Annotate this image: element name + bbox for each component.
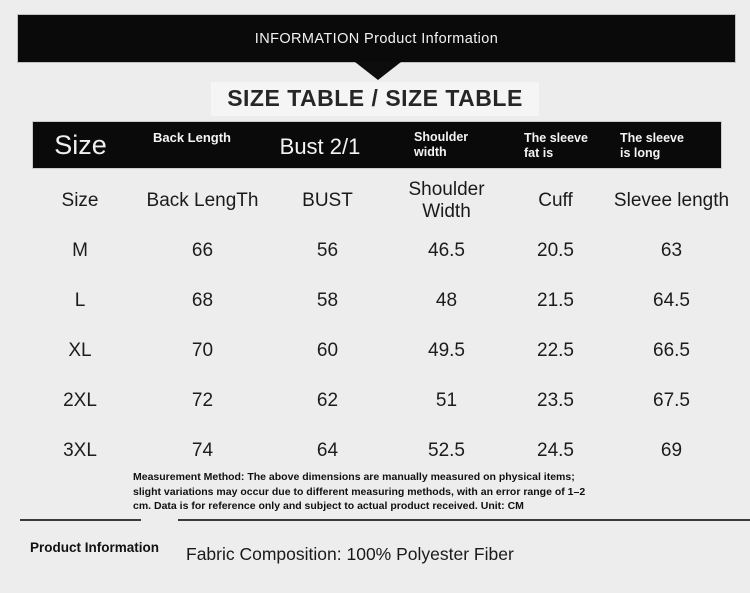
header-back-length: Back Length <box>152 130 231 145</box>
cell-cuff: 24.5 <box>537 440 574 461</box>
table-row-3xl: 3XL 74 64 52.5 24.5 69 <box>20 426 735 476</box>
cell-size: 3XL <box>63 440 97 461</box>
cell-bust: 62 <box>316 390 339 411</box>
subheader-back-length: Back LengTh <box>146 190 259 211</box>
cell-size: XL <box>68 340 92 361</box>
subheader-bust: BUST <box>302 190 353 211</box>
cell-cuff: 23.5 <box>537 390 574 411</box>
cell-bust: 56 <box>316 240 339 261</box>
subheader-cuff: Cuff <box>538 190 573 211</box>
size-table-title-wrap: SIZE TABLE / SIZE TABLE <box>0 82 750 116</box>
banner-pointer-triangle <box>355 62 401 80</box>
header-bust: Bust 2/1 <box>279 134 361 159</box>
cell-size: 2XL <box>63 390 97 411</box>
cell-back-length: 72 <box>191 390 214 411</box>
table-subheader-row: Size Back LengTh BUST Shoulder Width Cuf… <box>20 176 735 226</box>
cell-sleeve-length: 64.5 <box>653 290 690 311</box>
cell-sleeve-length: 67.5 <box>653 390 690 411</box>
subheader-sleeve-length: Slevee length <box>613 190 730 211</box>
cell-sleeve-length: 69 <box>660 440 683 461</box>
cell-cuff: 20.5 <box>537 240 574 261</box>
header-shoulder-width: Shoulder width <box>414 130 469 159</box>
product-information-label: Product Information <box>30 540 159 555</box>
header-sleeve-fat: The sleeve fat is <box>524 131 588 160</box>
cell-back-length: 74 <box>191 440 214 461</box>
cell-shoulder-width: 52.5 <box>428 440 465 461</box>
information-banner: INFORMATION Product Information <box>18 15 735 62</box>
fabric-composition-text: Fabric Composition: 100% Polyester Fiber <box>186 544 514 564</box>
cell-cuff: 21.5 <box>537 290 574 311</box>
cell-shoulder-width: 49.5 <box>428 340 465 361</box>
size-table-title: SIZE TABLE / SIZE TABLE <box>211 82 539 116</box>
cell-back-length: 66 <box>191 240 214 261</box>
header-sleeve-long: The sleeve is long <box>620 131 684 160</box>
size-table-body: Size Back LengTh BUST Shoulder Width Cuf… <box>20 168 735 476</box>
cell-shoulder-width: 51 <box>435 390 458 411</box>
information-banner-title: INFORMATION Product Information <box>254 30 499 47</box>
table-row-xl: XL 70 60 49.5 22.5 66.5 <box>20 326 735 376</box>
header-size: Size <box>54 129 107 160</box>
cell-cuff: 22.5 <box>537 340 574 361</box>
footer-divider-right <box>178 519 750 521</box>
cell-bust: 60 <box>316 340 339 361</box>
cell-bust: 58 <box>316 290 339 311</box>
table-row-2xl: 2XL 72 62 51 23.5 67.5 <box>20 376 735 426</box>
cell-size: L <box>74 290 86 311</box>
cell-shoulder-width: 46.5 <box>428 240 465 261</box>
cell-back-length: 70 <box>191 340 214 361</box>
cell-shoulder-width: 48 <box>435 290 458 311</box>
cell-bust: 64 <box>316 440 339 461</box>
cell-sleeve-length: 66.5 <box>653 340 690 361</box>
subheader-size: Size <box>61 190 99 211</box>
cell-back-length: 68 <box>191 290 214 311</box>
cell-size: M <box>72 240 88 261</box>
footer-divider-left <box>20 519 141 521</box>
table-row-m: M 66 56 46.5 20.5 63 <box>20 226 735 276</box>
table-row-l: L 68 58 48 21.5 64.5 <box>20 276 735 326</box>
subheader-shoulder-width: Shoulder Width <box>408 179 485 222</box>
cell-sleeve-length: 63 <box>660 240 683 261</box>
size-table-header-row: Size Back Length Bust 2/1 Shoulder width… <box>33 122 721 168</box>
measurement-note: Measurement Method: The above dimensions… <box>133 471 586 512</box>
